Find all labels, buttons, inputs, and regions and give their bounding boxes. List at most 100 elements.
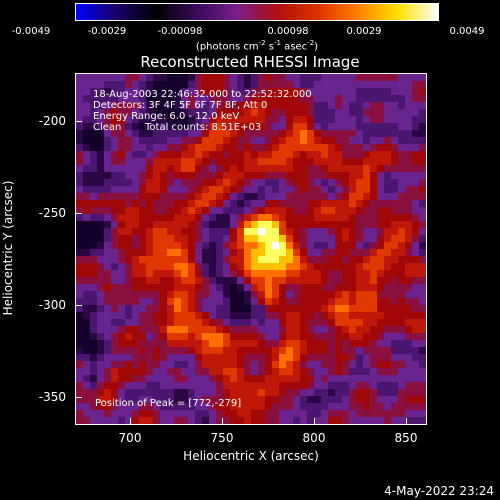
heatmap-pixel [132, 368, 140, 376]
heatmap-pixel [223, 74, 231, 82]
heatmap-pixel [272, 193, 280, 201]
heatmap-pixel [244, 347, 252, 355]
heatmap-pixel [286, 158, 294, 166]
heatmap-pixel [202, 235, 210, 243]
heatmap-pixel [321, 137, 329, 145]
heatmap-pixel [209, 228, 217, 236]
heatmap-pixel [104, 403, 112, 411]
heatmap-pixel [230, 207, 238, 215]
heatmap-pixel [188, 368, 196, 376]
heatmap-pixel [314, 200, 322, 208]
heatmap-pixel [363, 186, 371, 194]
heatmap-pixel [251, 326, 259, 334]
heatmap-pixel [174, 375, 182, 383]
heatmap-pixel [307, 340, 315, 348]
heatmap-pixel [251, 200, 259, 208]
heatmap-pixel [167, 130, 175, 138]
heatmap-pixel [202, 382, 210, 390]
heatmap-pixel [265, 214, 273, 222]
heatmap-pixel [328, 270, 336, 278]
heatmap-pixel [349, 417, 357, 424]
heatmap-pixel [160, 263, 168, 271]
heatmap-pixel [391, 340, 399, 348]
heatmap-pixel [132, 88, 140, 96]
heatmap-pixel [279, 347, 287, 355]
heatmap-pixel [90, 256, 98, 264]
heatmap-pixel [335, 144, 343, 152]
heatmap-pixel [104, 74, 112, 82]
heatmap-pixel [265, 123, 273, 131]
heatmap-pixel [244, 242, 252, 250]
heatmap-pixel [160, 81, 168, 89]
heatmap-pixel [251, 179, 259, 187]
heatmap-pixel [83, 249, 91, 257]
heatmap-pixel [167, 312, 175, 320]
heatmap-pixel [181, 200, 189, 208]
heatmap-pixel [314, 340, 322, 348]
heatmap-pixel [160, 221, 168, 229]
heatmap-pixel [216, 88, 224, 96]
heatmap-pixel [300, 165, 308, 173]
heatmap-pixel [251, 333, 259, 341]
heatmap-pixel [90, 179, 98, 187]
heatmap-pixel [412, 312, 420, 320]
heatmap-pixel [104, 151, 112, 159]
heatmap-pixel [209, 235, 217, 243]
heatmap-pixel [153, 326, 161, 334]
heatmap-pixel [349, 242, 357, 250]
heatmap-pixel [97, 340, 105, 348]
heatmap-pixel [97, 214, 105, 222]
heatmap-pixel [321, 214, 329, 222]
heatmap-pixel [209, 137, 217, 145]
heatmap-pixel [251, 144, 259, 152]
heatmap-pixel [125, 354, 133, 362]
heatmap-pixel [279, 326, 287, 334]
heatmap-pixel [356, 277, 364, 285]
heatmap-pixel [265, 368, 273, 376]
heatmap-pixel [356, 200, 364, 208]
heatmap-pixel [146, 340, 154, 348]
heatmap-pixel [377, 382, 385, 390]
heatmap-pixel [300, 81, 308, 89]
date-stamp: 4-May-2022 23:24 [384, 484, 494, 498]
heatmap-pixel [328, 410, 336, 418]
heatmap-pixel [132, 144, 140, 152]
heatmap-pixel [300, 305, 308, 313]
heatmap-pixel [272, 207, 280, 215]
heatmap-pixel [314, 186, 322, 194]
heatmap-pixel [321, 207, 329, 215]
heatmap-pixel [132, 165, 140, 173]
y-tick-mark [76, 213, 82, 214]
heatmap-pixel [167, 249, 175, 257]
heatmap-pixel [244, 291, 252, 299]
heatmap-pixel [111, 123, 119, 131]
heatmap-pixel [405, 361, 413, 369]
heatmap-pixel [321, 382, 329, 390]
heatmap-pixel [83, 277, 91, 285]
heatmap-pixel [188, 333, 196, 341]
heatmap-pixel [111, 158, 119, 166]
heatmap-pixel [419, 284, 426, 292]
heatmap-pixel [195, 291, 203, 299]
heatmap-pixel [132, 207, 140, 215]
heatmap-pixel [139, 130, 147, 138]
heatmap-pixel [363, 277, 371, 285]
heatmap-pixel [76, 214, 84, 222]
heatmap-pixel [125, 263, 133, 271]
heatmap-pixel [202, 158, 210, 166]
heatmap-pixel [244, 277, 252, 285]
heatmap-pixel [111, 361, 119, 369]
heatmap-pixel [230, 326, 238, 334]
heatmap-pixel [293, 382, 301, 390]
heatmap-pixel [251, 319, 259, 327]
heatmap-pixel [272, 361, 280, 369]
heatmap-pixel [118, 158, 126, 166]
heatmap-pixel [279, 172, 287, 180]
heatmap-pixel [160, 410, 168, 418]
heatmap-pixel [349, 130, 357, 138]
heatmap-pixel [335, 221, 343, 229]
heatmap-pixel [314, 242, 322, 250]
heatmap-pixel [286, 249, 294, 257]
heatmap-pixel [286, 228, 294, 236]
heatmap-pixel [76, 235, 84, 243]
